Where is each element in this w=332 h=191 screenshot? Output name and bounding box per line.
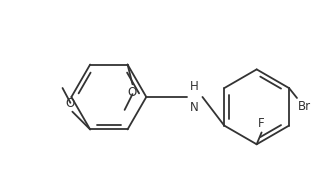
Text: O: O [66, 97, 75, 110]
Text: Br: Br [298, 100, 311, 113]
Text: N: N [190, 101, 199, 114]
Text: H: H [190, 80, 199, 93]
Text: O: O [128, 86, 137, 99]
Text: F: F [258, 117, 265, 130]
